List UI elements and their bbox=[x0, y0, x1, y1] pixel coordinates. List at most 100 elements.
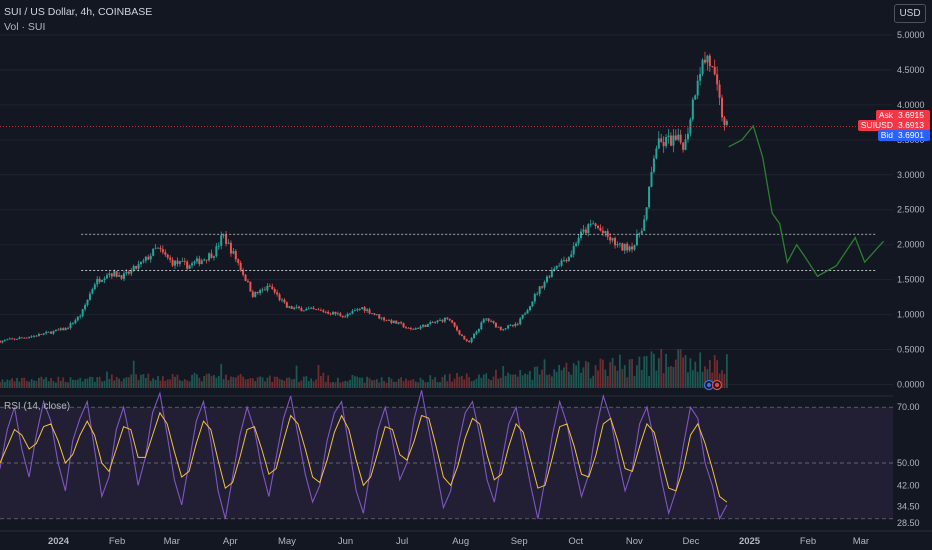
volume-bar bbox=[152, 378, 155, 388]
volume-bar bbox=[436, 382, 439, 388]
candle-body bbox=[45, 331, 48, 334]
volume-bar bbox=[633, 375, 636, 388]
candle-body bbox=[242, 269, 245, 275]
candle-body bbox=[67, 327, 70, 329]
volume-bar bbox=[125, 377, 128, 388]
candle-body bbox=[237, 259, 240, 263]
volume-bar bbox=[191, 374, 193, 388]
candle-body bbox=[370, 313, 373, 315]
candle-body bbox=[436, 320, 439, 323]
volume-bar bbox=[448, 373, 451, 388]
candle-body bbox=[142, 260, 145, 262]
volume-bar bbox=[337, 377, 339, 388]
candle-body bbox=[694, 95, 697, 100]
candle-body bbox=[528, 306, 531, 311]
volume-bar bbox=[176, 374, 179, 388]
volume-bar bbox=[120, 381, 123, 388]
volume-bar bbox=[405, 378, 407, 388]
volume-bar bbox=[259, 376, 262, 388]
volume-bar bbox=[8, 380, 11, 388]
volume-bar bbox=[451, 381, 454, 388]
time-axis-tick: Feb bbox=[109, 536, 125, 547]
volume-bar bbox=[305, 376, 308, 388]
volume-bar bbox=[96, 377, 99, 388]
candle-body bbox=[261, 289, 264, 291]
volume-bar bbox=[667, 366, 670, 388]
volume-bar bbox=[597, 370, 599, 388]
volume-bar bbox=[276, 376, 279, 388]
volume-bar bbox=[161, 376, 164, 388]
volume-bar bbox=[397, 379, 400, 388]
volume-bar bbox=[346, 381, 349, 388]
candle-body bbox=[548, 276, 551, 278]
candle-body bbox=[239, 262, 242, 270]
volume-bar bbox=[281, 379, 283, 388]
volume-bar bbox=[400, 377, 403, 388]
volume-bar bbox=[699, 352, 702, 388]
volume-bar bbox=[368, 378, 371, 388]
volume-bar bbox=[665, 353, 667, 388]
candle-body bbox=[558, 265, 561, 267]
candle-body bbox=[263, 289, 266, 291]
candle-body bbox=[222, 234, 225, 236]
volume-bar bbox=[708, 360, 711, 388]
volume-bar bbox=[193, 372, 196, 388]
ask-price-badge: 3.6915 bbox=[896, 110, 930, 121]
candle-body bbox=[514, 323, 517, 327]
volume-bar bbox=[446, 381, 449, 388]
candle-body bbox=[208, 253, 211, 261]
time-axis-tick: Jul bbox=[396, 536, 408, 547]
candle-body bbox=[35, 335, 38, 337]
volume-bar bbox=[178, 380, 181, 388]
volume-bar bbox=[332, 382, 334, 388]
volume-bar bbox=[512, 374, 514, 388]
volume-bar bbox=[390, 378, 393, 388]
candle-body bbox=[562, 259, 565, 261]
candle-body bbox=[618, 243, 621, 245]
volume-bar bbox=[507, 372, 509, 388]
volume-bar bbox=[273, 376, 276, 388]
volume-bar bbox=[519, 370, 522, 388]
volume-bar bbox=[463, 379, 466, 388]
candle-body bbox=[212, 256, 215, 258]
volume-bar bbox=[169, 379, 172, 388]
volume-bar bbox=[64, 381, 67, 388]
candle-body bbox=[655, 148, 658, 159]
volume-bar bbox=[288, 377, 291, 388]
candle-body bbox=[482, 319, 485, 323]
volume-bar bbox=[271, 381, 274, 388]
candle-body bbox=[643, 219, 646, 231]
candle-body bbox=[59, 328, 62, 330]
candle-body bbox=[465, 339, 468, 342]
candle-body bbox=[599, 228, 602, 231]
volume-bar bbox=[344, 380, 347, 388]
volume-bar bbox=[361, 377, 364, 388]
projection-path bbox=[728, 124, 885, 278]
candle-body bbox=[125, 271, 128, 274]
currency-button[interactable]: USD bbox=[894, 4, 926, 23]
volume-bars bbox=[0, 348, 728, 388]
volume-bar bbox=[144, 377, 147, 388]
candle-body bbox=[421, 324, 424, 327]
candle-body bbox=[110, 273, 113, 277]
volume-bar bbox=[696, 371, 699, 388]
candle-body bbox=[98, 278, 101, 282]
volume-bar bbox=[643, 356, 646, 388]
volume-bar bbox=[470, 381, 473, 388]
candle-body bbox=[375, 314, 378, 316]
volume-bar bbox=[351, 374, 354, 388]
candle-body bbox=[541, 286, 544, 288]
candle-body bbox=[278, 294, 281, 300]
candle-body bbox=[429, 322, 432, 324]
candle-body bbox=[227, 242, 230, 244]
volume-bar bbox=[59, 380, 62, 388]
candle-body bbox=[509, 325, 512, 326]
candle-body bbox=[135, 266, 138, 269]
candle-body bbox=[708, 55, 711, 67]
candle-body bbox=[346, 313, 349, 317]
candle-body bbox=[229, 242, 232, 254]
volume-bar bbox=[480, 377, 483, 388]
candle-body bbox=[373, 313, 376, 315]
candle-body bbox=[635, 233, 638, 246]
